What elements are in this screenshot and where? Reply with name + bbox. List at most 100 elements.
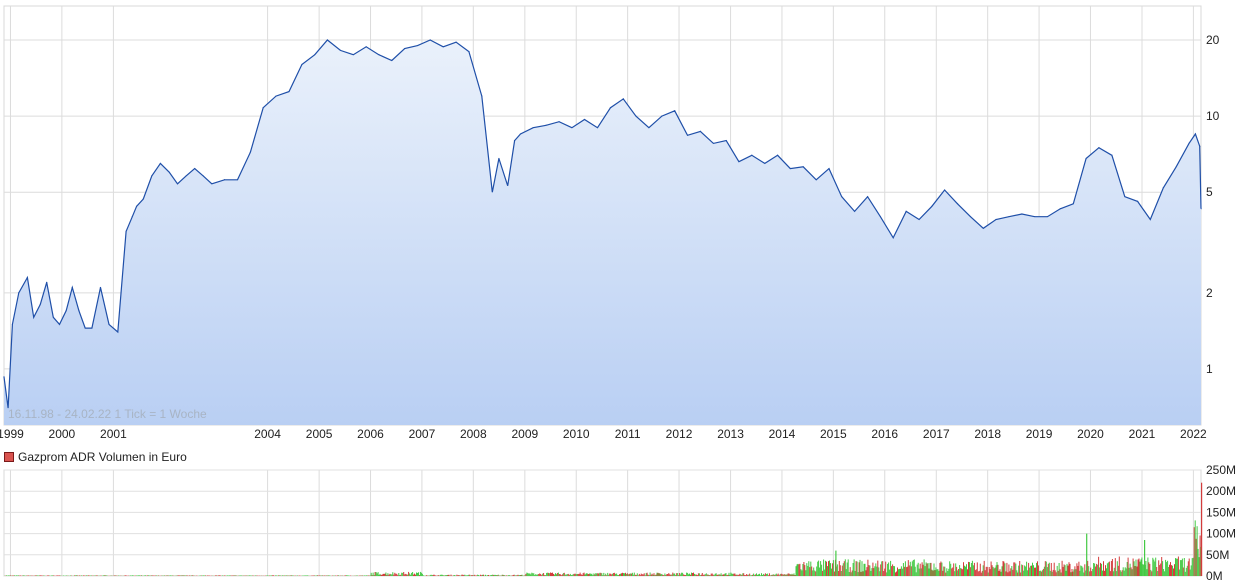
volume-bar [1074,566,1076,576]
volume-bar [685,575,687,576]
volume-bar [645,573,647,576]
volume-bar [854,570,856,576]
volume-bar [986,566,988,576]
volume-bar [872,562,874,576]
volume-bar [676,573,678,576]
volume-bar [679,573,681,576]
volume-bar [569,573,571,576]
volume-bar [1092,569,1094,576]
volume-bar [732,573,734,576]
volume-bar [922,564,924,576]
volume-bar [1081,566,1083,576]
volume-bar [649,572,651,576]
volume-bar [739,573,741,576]
volume-bar [478,575,480,576]
volume-bar [182,575,184,576]
volume-bar [903,566,905,576]
volume-bar [365,575,367,576]
volume-bar [888,562,890,576]
volume-bar [824,569,826,576]
volume-bar [376,573,378,576]
volume-bar [47,575,49,576]
volume-bar [581,575,583,576]
volume-bar [868,565,870,576]
volume-bar [102,575,104,576]
volume-bar [1191,558,1193,576]
volume-bar [678,575,680,576]
volume-bar [1132,558,1134,576]
volume-bar [637,575,639,576]
volume-bar [962,569,964,576]
volume-bar [890,560,892,576]
volume-bar [528,573,530,576]
volume-bar [500,575,502,576]
volume-bar [908,565,910,576]
volume-bar [1069,563,1071,576]
volume-bar [271,575,273,576]
volume-bar [468,574,470,576]
volume-bar [458,575,460,576]
volume-bar [704,574,706,576]
volume-bar [934,570,936,576]
volume-bar [525,573,527,576]
price-y-tick-labels: 20 10 5 2 1 [1206,33,1220,376]
volume-bar [426,575,428,576]
volume-bar [411,572,413,576]
volume-bar [883,571,885,576]
volume-bar [694,573,695,576]
x-tick-label: 2008 [460,427,487,441]
volume-bar [636,573,638,576]
volume-bar [838,561,840,576]
volume-bar [742,573,744,576]
volume-bar [791,573,793,576]
volume-bar [664,573,666,576]
volume-bar [36,575,38,576]
volume-bar [899,568,900,576]
volume-bar [415,574,416,576]
volume-bar [272,575,274,576]
volume-bar [398,573,400,576]
volume-bar [743,573,745,576]
volume-bar [283,575,285,576]
volume-bar [519,575,521,576]
volume-bar [951,568,953,576]
volume-bar [938,570,940,576]
volume-bar [76,575,77,576]
volume-bar [651,573,653,576]
volume-bar [886,572,888,576]
volume-bar [1037,561,1038,576]
volume-bar [1010,568,1012,576]
volume-bar [656,572,658,576]
volume-bar [1145,561,1147,576]
volume-bar [1025,566,1027,576]
volume-bar [915,572,917,576]
volume-bar [370,572,372,576]
volume-bar [556,573,558,576]
volume-bar [406,574,408,576]
volume-bar [885,561,887,576]
volume-bar [58,575,60,576]
volume-bar [993,568,995,576]
volume-bar [765,574,767,576]
volume-bar [570,575,572,576]
volume-bar [686,572,688,576]
volume-bar [103,575,105,576]
volume-bar [1055,572,1057,576]
volume-bar [419,571,421,576]
volume-bar [1124,567,1126,576]
volume-bar [985,566,987,576]
volume-bar [13,575,15,576]
volume-bar [382,573,384,576]
volume-bar [361,575,363,576]
volume-bar [9,575,11,576]
volume-bar [932,570,934,576]
volume-bar [372,572,374,576]
volume-bar [754,574,756,576]
volume-bar [40,575,42,576]
volume-bar [1007,572,1009,576]
volume-bar [1111,559,1113,576]
volume-bar [775,573,777,576]
volume-bar [688,574,689,576]
volume-bar [582,573,584,576]
volume-bar [939,562,941,576]
